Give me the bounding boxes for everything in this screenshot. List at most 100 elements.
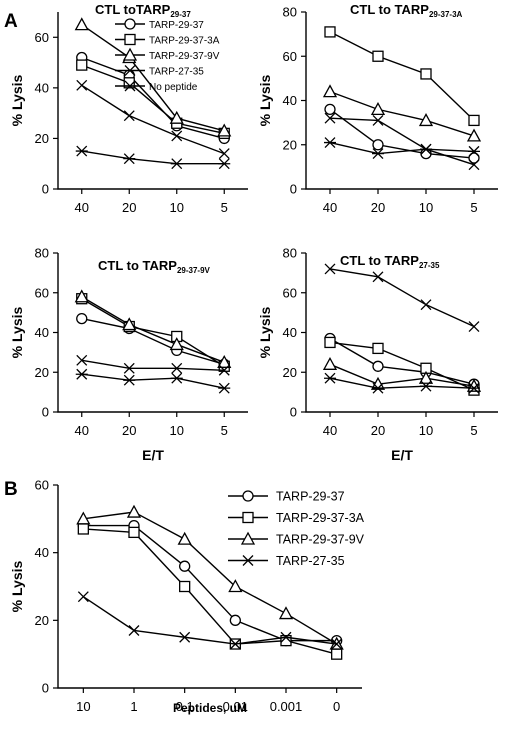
series-line [82,596,337,645]
y-axis-label: % Lysis [257,74,273,126]
data-point [122,317,137,331]
data-point [229,638,241,650]
y-tick-label: 80 [35,246,49,261]
data-point [372,271,384,283]
data-point [170,372,183,384]
series-3 [322,84,482,142]
data-point [75,145,88,157]
legend-label: TARP-29-37-3A [276,511,365,525]
legend-marker [124,33,136,46]
y-tick-label: 20 [35,613,49,628]
data-point [217,354,232,368]
data-point [468,382,480,394]
x-tick-label: 0.001 [270,699,303,714]
y-axis-label: % Lysis [257,306,273,358]
data-point [77,591,89,603]
series-line [81,298,225,367]
data-point [280,631,292,643]
series-4 [76,354,230,376]
data-point [218,158,231,170]
series-5 [75,145,231,170]
series-line [81,56,225,140]
data-point [123,77,135,89]
series-line [329,268,475,328]
data-point [324,263,336,275]
y-tick-label: 20 [35,131,49,146]
series-4 [77,591,343,650]
x-tick-label: 10 [76,699,90,714]
y-tick-label: 40 [35,80,49,95]
legend-label: TARP-29-37-3A [149,36,220,47]
data-point [76,354,88,366]
data-point [331,638,343,650]
series-line [329,363,475,387]
x-tick-label: 10 [419,423,433,438]
legend-label: TARP-29-37-9V [149,51,220,62]
chart-title-main: CTL to TARP [350,2,429,17]
chart-title-subscript: 29-37-9V [177,266,211,275]
y-tick-label: 40 [35,545,49,560]
series-line [83,528,337,655]
series-4 [324,112,480,171]
y-tick-label: 0 [290,405,297,420]
data-point [123,153,136,165]
data-point [324,26,336,38]
data-point [229,614,241,626]
data-point [217,123,232,137]
chart-title: CTL to TARP29-37-3A [350,2,463,19]
data-point [76,312,88,325]
data-point [76,79,88,91]
data-point [228,579,243,593]
x-axis-label: Peptides, uM [173,701,247,715]
legend-marker [242,511,254,524]
series-line [81,24,225,132]
legend-label: No peptide [149,82,198,93]
data-point [218,382,231,394]
series-line [329,337,475,385]
data-point [468,152,480,164]
legend-marker [242,490,254,502]
series-line [83,511,338,645]
data-point [468,159,480,171]
data-point [324,336,336,349]
series-1 [76,312,230,370]
panel-label-b: B [4,479,18,500]
series-line [81,84,225,155]
y-tick-label: 40 [283,325,297,340]
data-point [126,504,142,518]
data-point [372,342,384,355]
data-point [322,356,338,370]
y-tick-label: 60 [283,49,297,64]
data-point [324,103,336,115]
data-point [372,360,384,372]
data-point [372,114,384,126]
series-line [329,108,475,159]
legend-marker [122,47,138,61]
legend-label: TARP-29-37 [149,20,204,31]
data-point [324,112,336,124]
series-line [81,317,225,365]
data-point [76,511,91,525]
data-point [278,606,294,620]
series-3 [322,356,482,392]
legend: TARP-29-37 TARP-29-37-3A TARP-29-37-9V TARP… [228,490,365,568]
legend-label: TARP-27-35 [276,554,345,568]
chart-title: CTL toTARP29-37 [95,2,191,19]
data-point [123,362,135,374]
x-tick-label: 20 [122,200,136,215]
x-tick-label: 40 [75,200,89,215]
x-tick-label: 5 [221,423,228,438]
data-point [128,526,140,539]
chart-title: CTL to TARP29-37-9V [98,258,211,275]
x-tick-label: 10 [419,200,433,215]
data-point [74,17,89,31]
data-point [420,68,432,80]
y-tick-label: 40 [35,325,49,340]
chart-title-subscript: 27-35 [419,261,440,270]
x-tick-label: 20 [371,423,385,438]
data-point [218,148,230,160]
x-tick-label: 0.1 [176,699,194,714]
y-tick-label: 80 [283,246,297,261]
x-tick-label: 40 [323,200,337,215]
series-line [329,341,475,391]
